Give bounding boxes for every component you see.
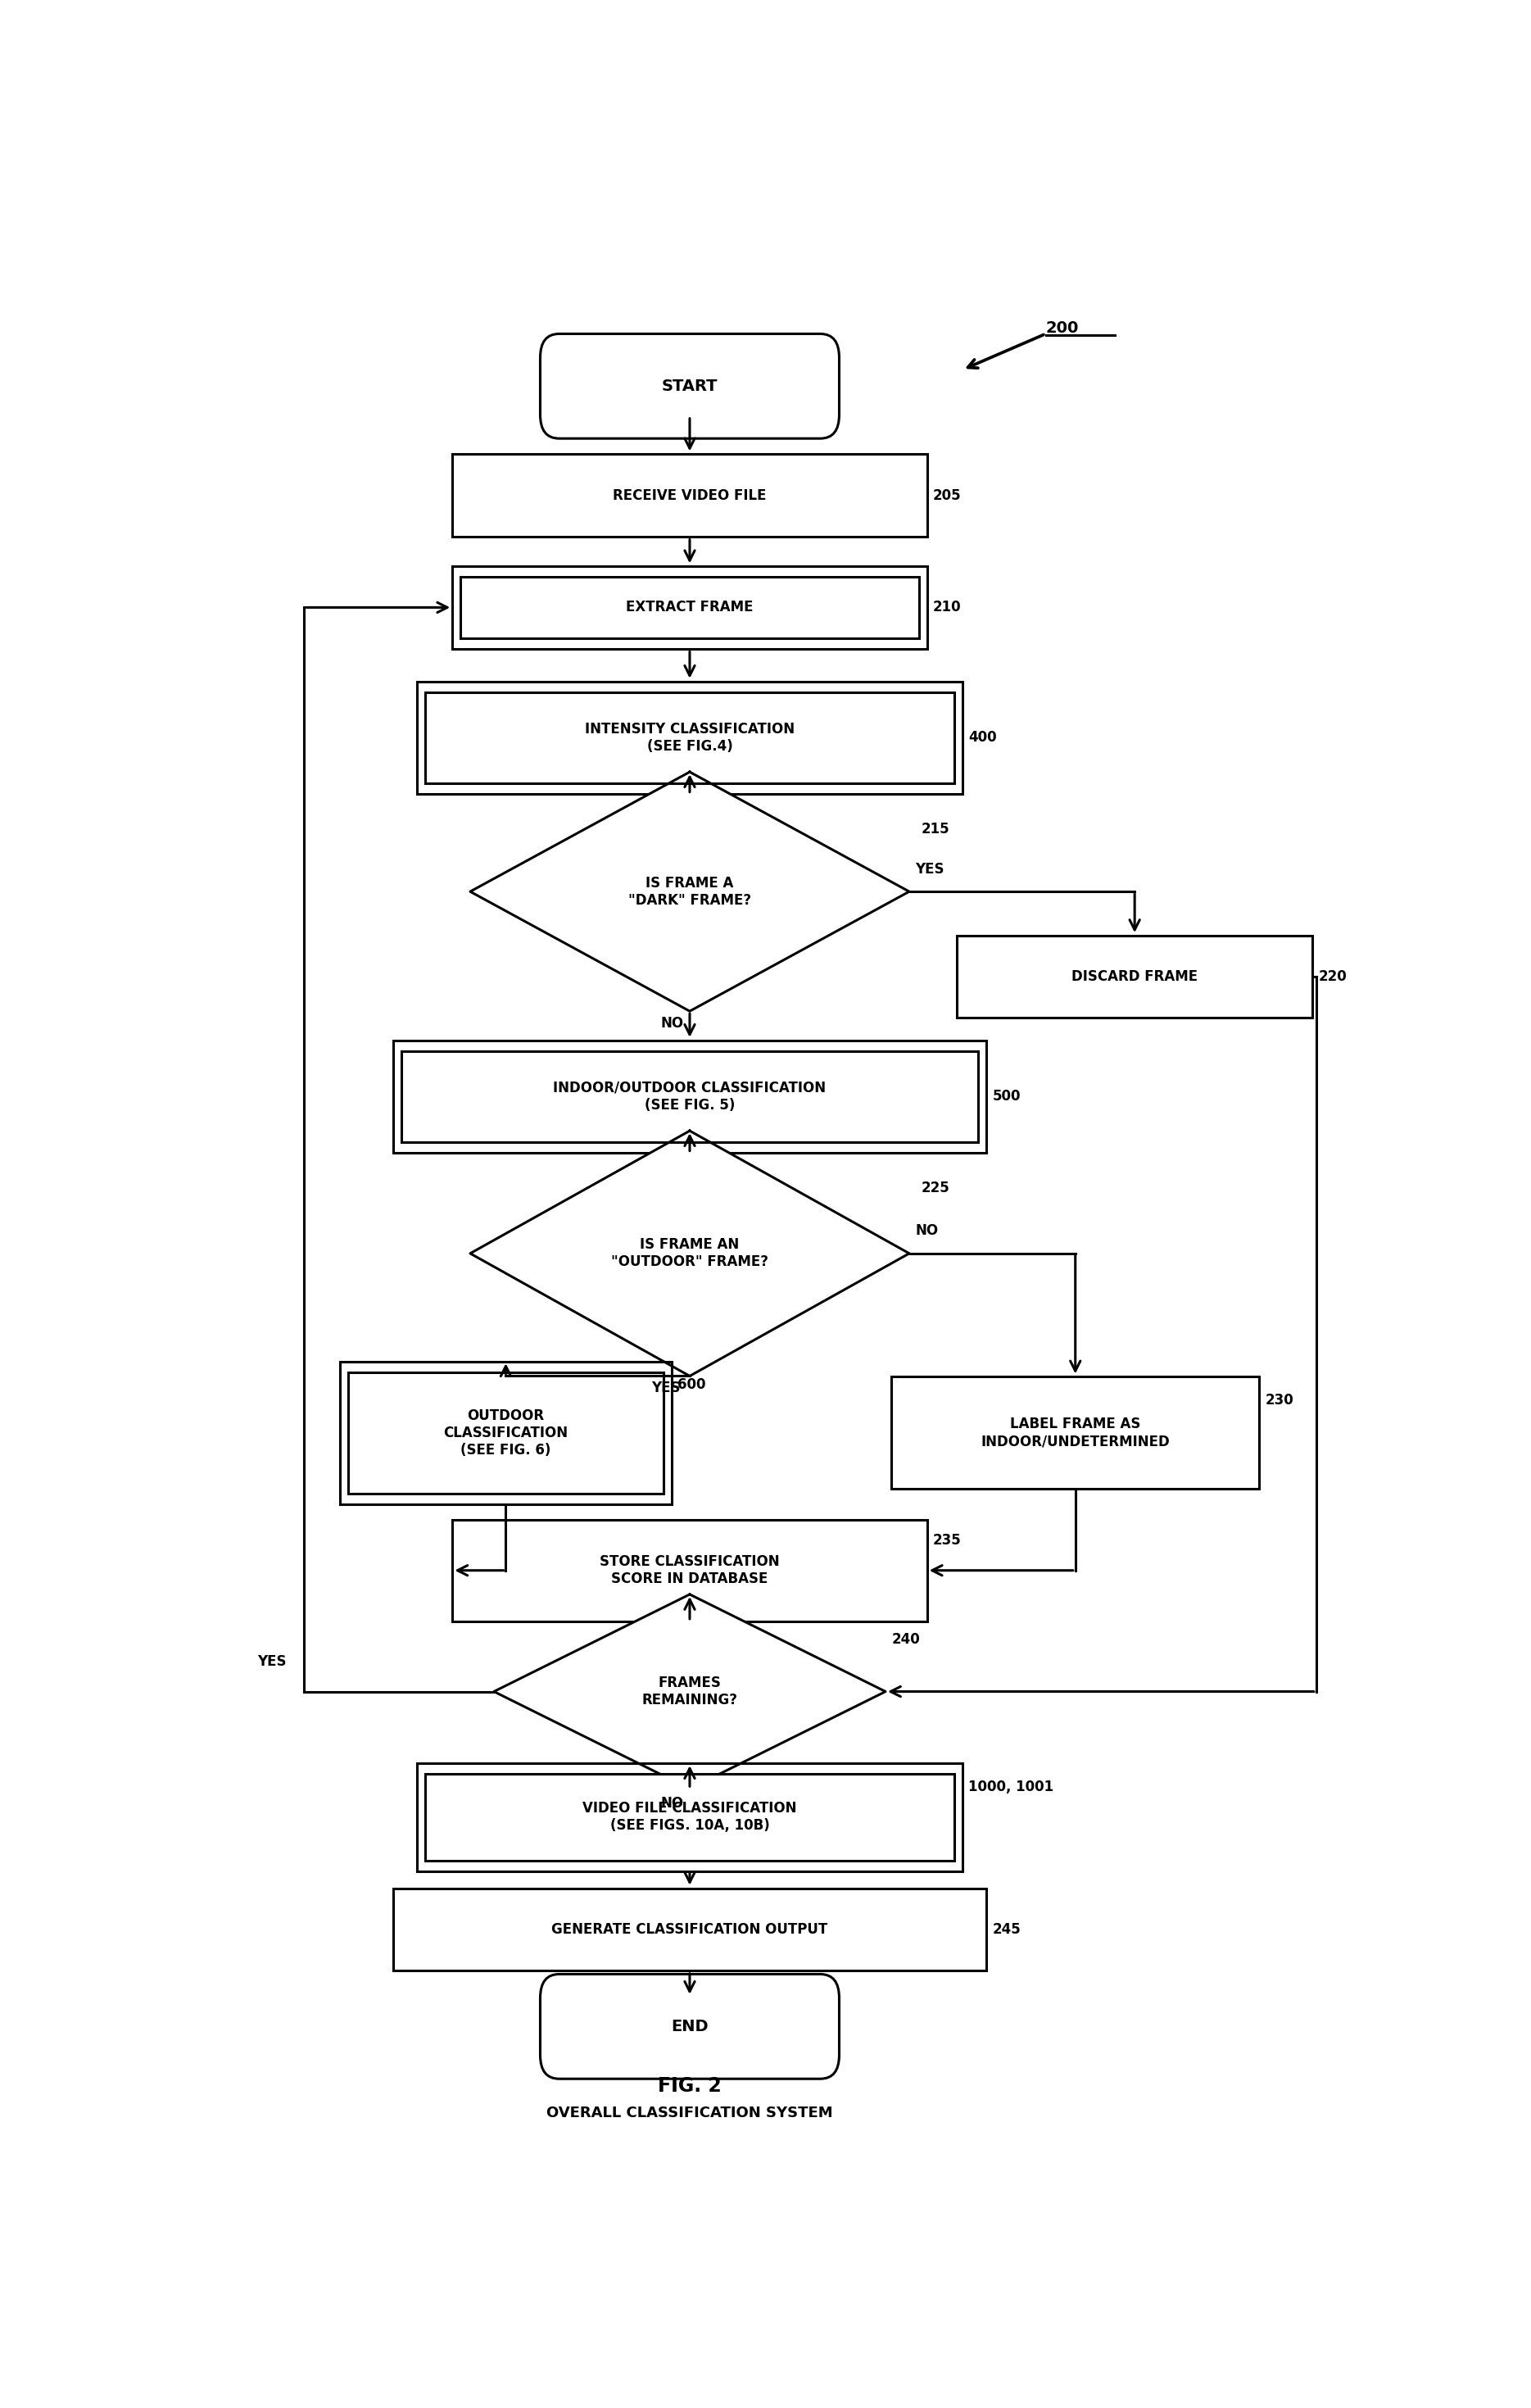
Bar (393, 1888, 986, 1970)
Text: OUTDOOR
CLASSIFICATION
(SEE FIG. 6): OUTDOOR CLASSIFICATION (SEE FIG. 6) (444, 1409, 568, 1457)
Text: INDOOR/OUTDOOR CLASSIFICATION
(SEE FIG. 5): INDOOR/OUTDOOR CLASSIFICATION (SEE FIG. … (553, 1081, 827, 1112)
FancyBboxPatch shape (540, 1975, 839, 2078)
Text: IS FRAME AN
"OUTDOOR" FRAME?: IS FRAME AN "OUTDOOR" FRAME? (611, 1238, 769, 1269)
Bar (453, 566, 928, 648)
Polygon shape (470, 773, 909, 1011)
Text: 230: 230 (1265, 1392, 1294, 1406)
Text: START: START (661, 378, 718, 395)
Text: 210: 210 (932, 600, 961, 614)
Text: 225: 225 (922, 1180, 949, 1194)
Text: STORE CLASSIFICATION
SCORE IN DATABASE: STORE CLASSIFICATION SCORE IN DATABASE (600, 1556, 779, 1587)
Bar (393, 1040, 986, 1153)
Bar (453, 455, 928, 537)
Text: INTENSITY CLASSIFICATION
(SEE FIG.4): INTENSITY CLASSIFICATION (SEE FIG.4) (585, 722, 795, 754)
Bar (401, 1050, 978, 1141)
Text: 600: 600 (678, 1377, 706, 1392)
Text: 500: 500 (992, 1088, 1021, 1103)
Bar (461, 578, 919, 638)
Text: 215: 215 (922, 821, 949, 836)
Text: YES: YES (651, 1380, 680, 1394)
FancyBboxPatch shape (540, 335, 839, 438)
Text: GENERATE CLASSIFICATION OUTPUT: GENERATE CLASSIFICATION OUTPUT (551, 1922, 828, 1936)
Text: END: END (671, 2018, 709, 2035)
Bar (453, 1519, 928, 1621)
Text: 200: 200 (1046, 320, 1079, 335)
Text: RECEIVE VIDEO FILE: RECEIVE VIDEO FILE (612, 489, 767, 503)
Text: NO: NO (916, 1223, 939, 1238)
Polygon shape (495, 1594, 885, 1789)
Text: FRAMES
REMAINING?: FRAMES REMAINING? (641, 1676, 738, 1707)
Bar (891, 1377, 1258, 1488)
Text: OVERALL CLASSIFICATION SYSTEM: OVERALL CLASSIFICATION SYSTEM (547, 2107, 833, 2121)
Text: YES: YES (916, 862, 945, 877)
Text: 220: 220 (1318, 970, 1347, 985)
Text: LABEL FRAME AS
INDOOR/UNDETERMINED: LABEL FRAME AS INDOOR/UNDETERMINED (981, 1416, 1170, 1450)
Bar (957, 937, 1312, 1019)
Text: DISCARD FRAME: DISCARD FRAME (1072, 970, 1197, 985)
Bar (426, 1775, 954, 1861)
Bar (416, 681, 963, 795)
Text: NO: NO (661, 1016, 684, 1031)
Text: EXTRACT FRAME: EXTRACT FRAME (626, 600, 753, 614)
Bar (416, 1763, 963, 1871)
Bar (340, 1363, 672, 1505)
Text: 1000, 1001: 1000, 1001 (969, 1780, 1053, 1794)
Bar (348, 1373, 663, 1493)
Text: 205: 205 (932, 489, 961, 503)
Text: 235: 235 (932, 1534, 961, 1548)
Text: 245: 245 (992, 1922, 1021, 1936)
Polygon shape (470, 1132, 909, 1375)
Bar (426, 691, 954, 783)
Text: NO: NO (661, 1796, 684, 1811)
Text: FIG. 2: FIG. 2 (658, 2076, 721, 2095)
Text: 240: 240 (891, 1633, 920, 1647)
Text: YES: YES (257, 1654, 286, 1669)
Text: VIDEO FILE CLASSIFICATION
(SEE FIGS. 10A, 10B): VIDEO FILE CLASSIFICATION (SEE FIGS. 10A… (583, 1801, 796, 1832)
Text: IS FRAME A
"DARK" FRAME?: IS FRAME A "DARK" FRAME? (628, 877, 752, 908)
Text: 400: 400 (969, 730, 997, 744)
